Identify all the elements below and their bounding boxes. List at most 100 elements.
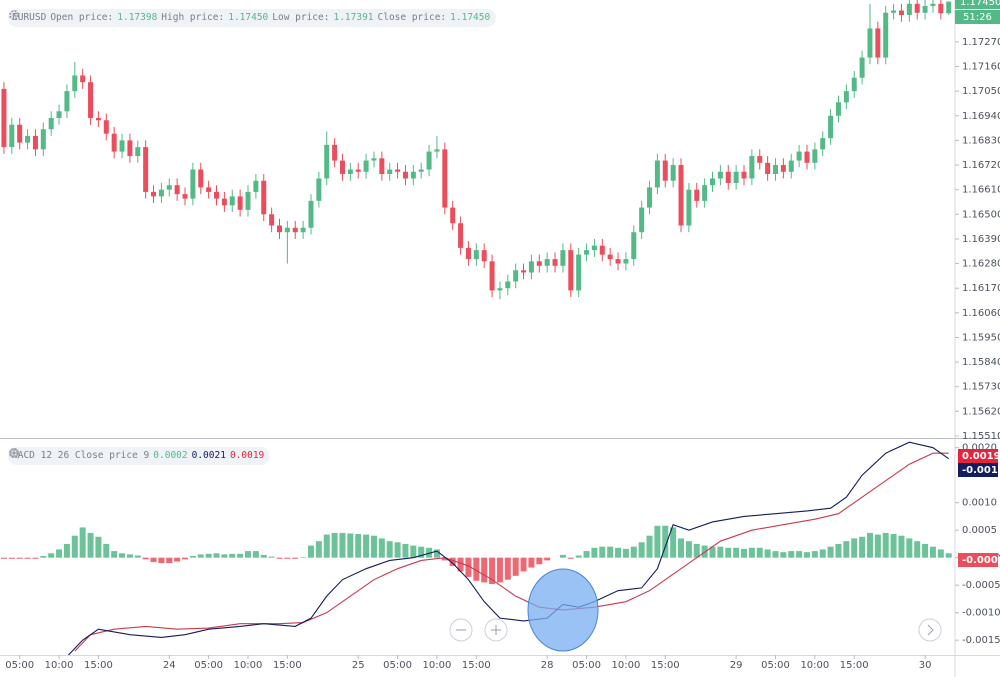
histogram-bar <box>229 553 236 558</box>
candle-body <box>339 160 345 174</box>
candle-body <box>450 207 456 224</box>
candle-body <box>694 189 700 201</box>
x-tick-label: 05:00 <box>194 660 223 671</box>
x-tick-label: 15:00 <box>84 660 113 671</box>
histogram-bar <box>906 538 913 558</box>
candle-body <box>48 118 54 130</box>
candle-body <box>40 129 46 150</box>
macd-badge-label: 0.0019 <box>962 451 1000 462</box>
candle-body <box>544 259 550 266</box>
candle-body <box>623 259 629 264</box>
histogram-bar <box>914 541 921 558</box>
legend-label: Open price: <box>50 12 114 23</box>
candle-body <box>560 250 566 266</box>
histogram-bar <box>213 553 220 558</box>
zoom-in-button[interactable] <box>484 618 508 642</box>
histogram-bar <box>638 542 645 558</box>
candle-body <box>528 261 534 273</box>
histogram-bar <box>874 534 881 558</box>
legend-value: 1.17450 <box>228 12 269 23</box>
histogram-bar <box>882 532 889 558</box>
candle-body <box>725 171 731 183</box>
candle-body <box>946 1 952 14</box>
histogram-bar <box>678 538 685 558</box>
histogram-bar <box>197 554 204 558</box>
histogram-bar <box>457 557 464 572</box>
y-tick-label: -0.0010 <box>962 608 1000 619</box>
histogram-bar <box>937 549 944 558</box>
histogram-bar <box>189 556 196 558</box>
histogram-bar <box>717 546 724 558</box>
candle-body <box>702 185 708 201</box>
candle-body <box>757 156 763 163</box>
candle-body <box>843 91 849 103</box>
histogram-bar <box>0 557 7 559</box>
histogram-bar <box>803 552 810 558</box>
candle-body <box>875 28 881 58</box>
histogram-bar <box>103 543 110 558</box>
candle-body <box>387 169 393 174</box>
candle-body <box>316 178 322 201</box>
y-tick-label: -0.0005 <box>962 580 1000 591</box>
x-tick-label: 05:00 <box>383 660 412 671</box>
histogram-bar <box>489 557 496 585</box>
histogram-bar <box>268 556 275 558</box>
candle-body <box>56 111 62 119</box>
histogram-bar <box>725 547 732 558</box>
candle-body <box>88 82 94 119</box>
y-tick-label: 1.16610 <box>962 185 1000 196</box>
y-tick-label: 0.0005 <box>962 525 997 536</box>
candle-body <box>678 165 684 226</box>
y-tick-label: -0.0015 <box>962 635 1000 646</box>
scroll-right-button[interactable] <box>918 618 942 642</box>
x-tick-label: 10:00 <box>800 660 829 671</box>
candle-body <box>379 158 385 174</box>
candle-body <box>127 140 133 157</box>
x-tick-label: 05:00 <box>761 660 790 671</box>
candle-body <box>347 169 353 174</box>
candle-body <box>395 169 401 172</box>
candle-body <box>308 200 314 228</box>
legend-value: 0.0002 <box>153 450 188 461</box>
histogram-bar <box>331 532 338 558</box>
macd-pane <box>0 441 952 655</box>
histogram-bar <box>583 551 590 558</box>
histogram-bar <box>662 525 669 558</box>
y-tick-label: 1.15510 <box>962 431 1000 442</box>
histogram-bar <box>559 554 566 558</box>
x-tick-label: 29 <box>730 660 743 671</box>
x-tick-label: 24 <box>163 660 176 671</box>
candle-body <box>489 261 495 291</box>
candle-body <box>717 171 723 179</box>
candle-body <box>9 124 15 148</box>
legend-value: 1.17450 <box>450 12 491 23</box>
x-tick-label: 15:00 <box>651 660 680 671</box>
candle-body <box>473 250 479 260</box>
histogram-bar <box>945 553 952 558</box>
candle-body <box>639 207 645 233</box>
y-tick-label: 1.17050 <box>962 86 1000 97</box>
candle-body <box>434 149 440 152</box>
candle-body <box>851 77 857 92</box>
candle-body <box>576 254 582 291</box>
x-tick-label: 30 <box>919 660 932 671</box>
candle-body <box>111 133 117 152</box>
histogram-bar <box>8 557 15 559</box>
candle-body <box>788 160 794 172</box>
y-tick-label: 0.0010 <box>962 498 997 509</box>
zoom-out-button[interactable] <box>449 618 473 642</box>
histogram-bar <box>126 554 133 558</box>
candle-body <box>198 169 204 188</box>
macd-badge-label: -0.0000 <box>962 555 1000 566</box>
x-tick-label: 05:00 <box>572 660 601 671</box>
candle-body <box>284 227 290 233</box>
y-tick-label: 1.15730 <box>962 382 1000 393</box>
histogram-bar <box>355 534 362 558</box>
countdown-badge <box>955 10 1000 24</box>
macd-legend: MACD 12 26 Close price 9 0.0002 0.0021 0.00… <box>8 447 271 465</box>
histogram-bar <box>851 538 858 558</box>
candle-body <box>552 259 558 266</box>
histogram-bar <box>741 548 748 558</box>
histogram-bar <box>756 547 763 558</box>
histogram-bar <box>473 557 480 581</box>
